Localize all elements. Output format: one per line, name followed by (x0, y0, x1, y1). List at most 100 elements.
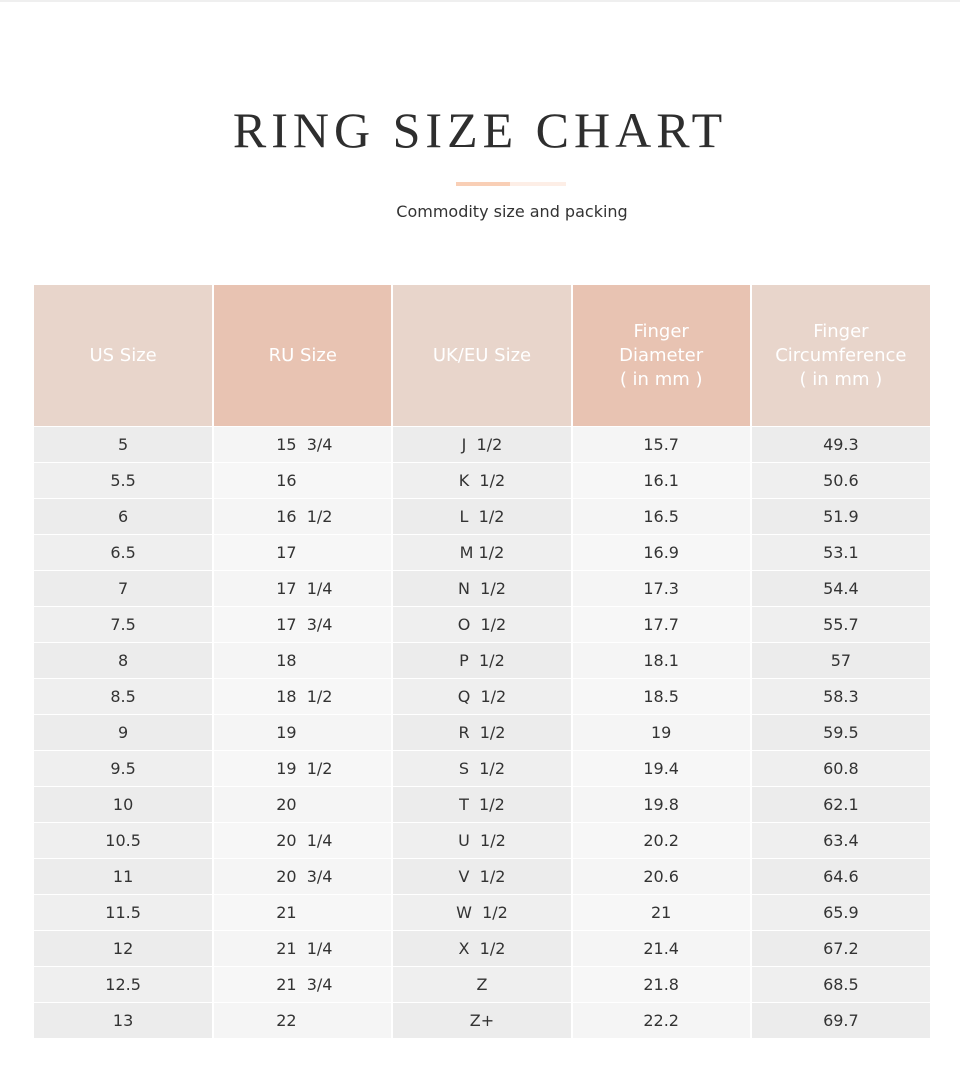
table-cell: 10.5 (34, 822, 215, 859)
table-cell: 17 1/4 (213, 570, 394, 607)
table-cell: 19 (571, 714, 752, 751)
table-cell: 6.5 (34, 534, 215, 571)
accent-bar-fill (456, 182, 510, 186)
table-row: 7.5 17 3/4 O 1/2 17.7 55.7 (34, 606, 930, 643)
table-cell: 69.7 (750, 1002, 930, 1038)
table-row: 6.5 17 M 1/2 16.9 53.1 (34, 534, 930, 571)
table-cell: 67.2 (750, 930, 930, 967)
table-cell: 18 (213, 642, 394, 679)
table-row: 5 15 3/4 J 1/2 15.7 49.3 (34, 426, 930, 463)
table-cell: 57 (750, 642, 930, 679)
table-cell: 7.5 (34, 606, 215, 643)
table-cell: 7 (34, 570, 215, 607)
table-row: 9.5 19 1/2 S 1/2 19.4 60.8 (34, 750, 930, 787)
accent-bar (456, 182, 566, 186)
table-cell: S 1/2 (392, 750, 573, 787)
table-cell: U 1/2 (392, 822, 573, 859)
table-cell: 16.5 (571, 498, 752, 535)
table-cell: P 1/2 (392, 642, 573, 679)
table-cell: 18.1 (571, 642, 752, 679)
table-row: 13 22 Z+ 22.2 69.7 (34, 1002, 930, 1038)
table-cell: 15.7 (571, 426, 752, 463)
table-row: 11.5 21 W 1/2 21 65.9 (34, 894, 930, 931)
table-cell: 5 (34, 426, 215, 463)
table-row: 8 18 P 1/2 18.1 57 (34, 642, 930, 679)
table-cell: 58.3 (750, 678, 930, 715)
table-cell: L 1/2 (392, 498, 573, 535)
table-row: 12 21 1/4 X 1/2 21.4 67.2 (34, 930, 930, 967)
column-header: RU Size (213, 285, 394, 427)
table-row: 7 17 1/4 N 1/2 17.3 54.4 (34, 570, 930, 607)
table-cell: W 1/2 (392, 894, 573, 931)
table-cell: 19 (213, 714, 394, 751)
table-cell: O 1/2 (392, 606, 573, 643)
table-cell: 22 (213, 1002, 394, 1038)
table-cell: 10 (34, 786, 215, 823)
column-header: US Size (34, 285, 215, 427)
table-cell: 11 (34, 858, 215, 895)
table-cell: 22.2 (571, 1002, 752, 1038)
table-cell: 20 3/4 (213, 858, 394, 895)
top-divider (0, 0, 960, 2)
table-cell: 68.5 (750, 966, 930, 1003)
table-cell: 6 (34, 498, 215, 535)
table-cell: Z (392, 966, 573, 1003)
table-cell: 16 (213, 462, 394, 499)
table-cell: X 1/2 (392, 930, 573, 967)
table-header-row: US Size RU Size UK/EU Size Finger Diameter … (34, 285, 930, 427)
table-cell: 60.8 (750, 750, 930, 787)
ring-size-table: US Size RU Size UK/EU Size Finger Diameter … (34, 285, 930, 1038)
table-cell: 17.3 (571, 570, 752, 607)
table-cell: 5.5 (34, 462, 215, 499)
table-cell: 18.5 (571, 678, 752, 715)
table-cell: V 1/2 (392, 858, 573, 895)
table-cell: 17.7 (571, 606, 752, 643)
table-cell: 19.8 (571, 786, 752, 823)
table-cell: 17 (213, 534, 394, 571)
table-cell: 62.1 (750, 786, 930, 823)
table-cell: 16 1/2 (213, 498, 394, 535)
table-cell: T 1/2 (392, 786, 573, 823)
table-cell: 9 (34, 714, 215, 751)
table-row: 11 20 3/4 V 1/2 20.6 64.6 (34, 858, 930, 895)
table-cell: R 1/2 (392, 714, 573, 751)
table-cell: 55.7 (750, 606, 930, 643)
table-row: 10 20 T 1/2 19.8 62.1 (34, 786, 930, 823)
table-row: 5.5 16 K 1/2 16.1 50.6 (34, 462, 930, 499)
table-cell: Q 1/2 (392, 678, 573, 715)
table-cell: 50.6 (750, 462, 930, 499)
column-header: Finger Diameter ( in mm ) (571, 285, 752, 427)
table-cell: 21 (213, 894, 394, 931)
table-row: 10.5 20 1/4 U 1/2 20.2 63.4 (34, 822, 930, 859)
table-cell: 20 1/4 (213, 822, 394, 859)
table-cell: 19 1/2 (213, 750, 394, 787)
table-row: 8.5 18 1/2 Q 1/2 18.5 58.3 (34, 678, 930, 715)
table-cell: 21 1/4 (213, 930, 394, 967)
page-subtitle: Commodity size and packing (396, 202, 628, 221)
table-cell: 59.5 (750, 714, 930, 751)
page-title: RING SIZE CHART (232, 102, 728, 158)
table-cell: 20 (213, 786, 394, 823)
column-header: UK/EU Size (392, 285, 573, 427)
table-cell: 53.1 (750, 534, 930, 571)
table-cell: 8 (34, 642, 215, 679)
table-cell: 21.4 (571, 930, 752, 967)
table-cell: 16.1 (571, 462, 752, 499)
table-cell: 49.3 (750, 426, 930, 463)
table-cell: 8.5 (34, 678, 215, 715)
table-cell: 15 3/4 (213, 426, 394, 463)
table-cell: 9.5 (34, 750, 215, 787)
table-cell: 13 (34, 1002, 215, 1038)
table-row: 12.5 21 3/4 Z 21.8 68.5 (34, 966, 930, 1003)
table-cell: 51.9 (750, 498, 930, 535)
table-cell: M 1/2 (392, 534, 573, 571)
table-cell: K 1/2 (392, 462, 573, 499)
table-cell: N 1/2 (392, 570, 573, 607)
table-cell: 19.4 (571, 750, 752, 787)
column-header: Finger Circumference ( in mm ) (750, 285, 930, 427)
table-cell: 65.9 (750, 894, 930, 931)
table-cell: 21 3/4 (213, 966, 394, 1003)
table-row: 9 19 R 1/2 19 59.5 (34, 714, 930, 751)
table-cell: 18 1/2 (213, 678, 394, 715)
table-cell: 54.4 (750, 570, 930, 607)
